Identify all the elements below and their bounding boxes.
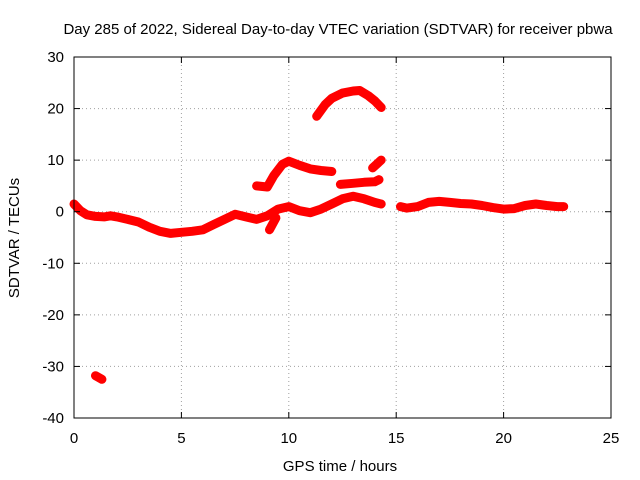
chart-title: Day 285 of 2022, Sidereal Day-to-day VTE… [63,21,613,38]
series-arc-early-low [91,371,107,384]
y-tick-label: 30 [47,49,64,66]
series-arc-high [312,86,386,121]
x-tick-label: 25 [603,430,620,447]
x-tick-label: 10 [280,430,297,447]
plot-frame [73,56,612,419]
series-arc-short [368,155,386,173]
series-arc-mid-6 [335,175,384,189]
x-tick-label: 5 [177,430,185,447]
series-arc-mid-10 [252,156,337,192]
grid [74,57,611,418]
y-tick-label: -40 [42,410,64,427]
data-series [69,86,569,384]
y-tick-label: -20 [42,307,64,324]
y-tick-label: 10 [47,152,64,169]
y-tick-label: 20 [47,101,64,118]
x-tick-label: 20 [495,430,512,447]
series-arc-dip [265,213,281,235]
x-tick-label: 15 [388,430,405,447]
series-arc-late [396,196,569,214]
y-tick-label: -10 [42,255,64,272]
series-arc-main [69,191,386,238]
y-tick-label: -30 [42,358,64,375]
y-axis-label: SDTVAR / TECUs [6,178,23,298]
axis-ticks: 0 5 10 15 20 25 -40 -30 -20 -10 0 10 20 30 [42,49,619,447]
x-tick-label: 0 [70,430,78,447]
y-tick-label: 0 [56,204,64,221]
x-axis-label: GPS time / hours [283,458,397,475]
